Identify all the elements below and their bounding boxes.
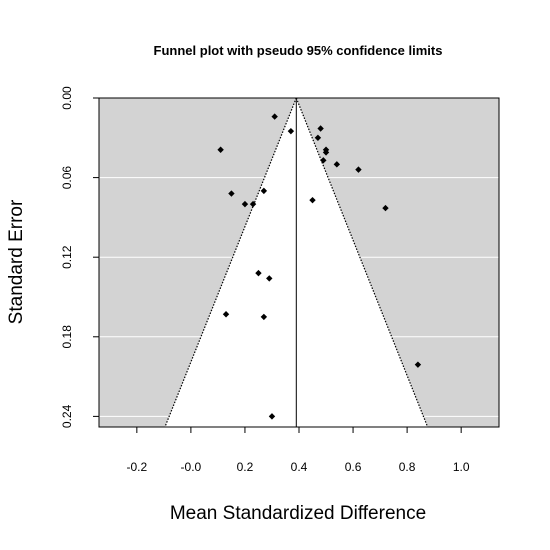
chart-title: Funnel plot with pseudo 95% confidence l…	[154, 43, 443, 58]
x-tick-label: -0.0	[181, 460, 202, 474]
data-point	[255, 269, 262, 277]
data-point	[314, 134, 322, 141]
y-tick-label: 0.18	[60, 325, 74, 349]
data-point	[222, 311, 230, 318]
y-axis: 0.00 0.06 0.12 0.18 0.24	[60, 86, 99, 428]
data-point	[317, 125, 324, 132]
x-tick-label: 0.8	[399, 460, 416, 474]
x-axis-title: Mean Standardized Difference	[170, 503, 426, 524]
data-point	[414, 361, 422, 368]
plot-area	[98, 97, 500, 428]
x-tick-label: 0.4	[291, 460, 308, 474]
data-point	[241, 200, 249, 208]
x-tick-label: 0.2	[237, 460, 254, 474]
funnel-right-limit	[295, 97, 429, 428]
y-tick-label: 0.06	[60, 166, 74, 190]
data-point	[333, 161, 341, 168]
x-axis: -0.2 -0.0 0.2 0.4 0.6 0.8 1.0	[126, 427, 470, 474]
y-tick-label: 0.12	[60, 245, 74, 269]
x-tick-label: 1.0	[453, 460, 470, 474]
x-tick-label: 0.6	[345, 460, 362, 474]
data-point	[260, 187, 268, 195]
funnel-left-limit	[164, 97, 297, 428]
data-point	[355, 166, 362, 173]
data-point	[268, 413, 276, 420]
y-axis-title: Standard Error	[6, 199, 27, 324]
data-point	[266, 275, 273, 282]
data-point	[382, 204, 389, 212]
study-points	[217, 113, 422, 420]
data-point	[322, 149, 330, 156]
data-point	[271, 113, 278, 120]
data-point	[260, 313, 268, 321]
data-point	[217, 146, 224, 153]
y-tick-label: 0.00	[60, 86, 74, 110]
data-point	[287, 127, 295, 135]
y-tick-label: 0.24	[60, 404, 74, 428]
data-point	[309, 196, 316, 204]
data-point	[249, 200, 257, 208]
data-point	[320, 157, 327, 164]
x-tick-label: -0.2	[126, 460, 147, 474]
data-point	[228, 190, 235, 197]
